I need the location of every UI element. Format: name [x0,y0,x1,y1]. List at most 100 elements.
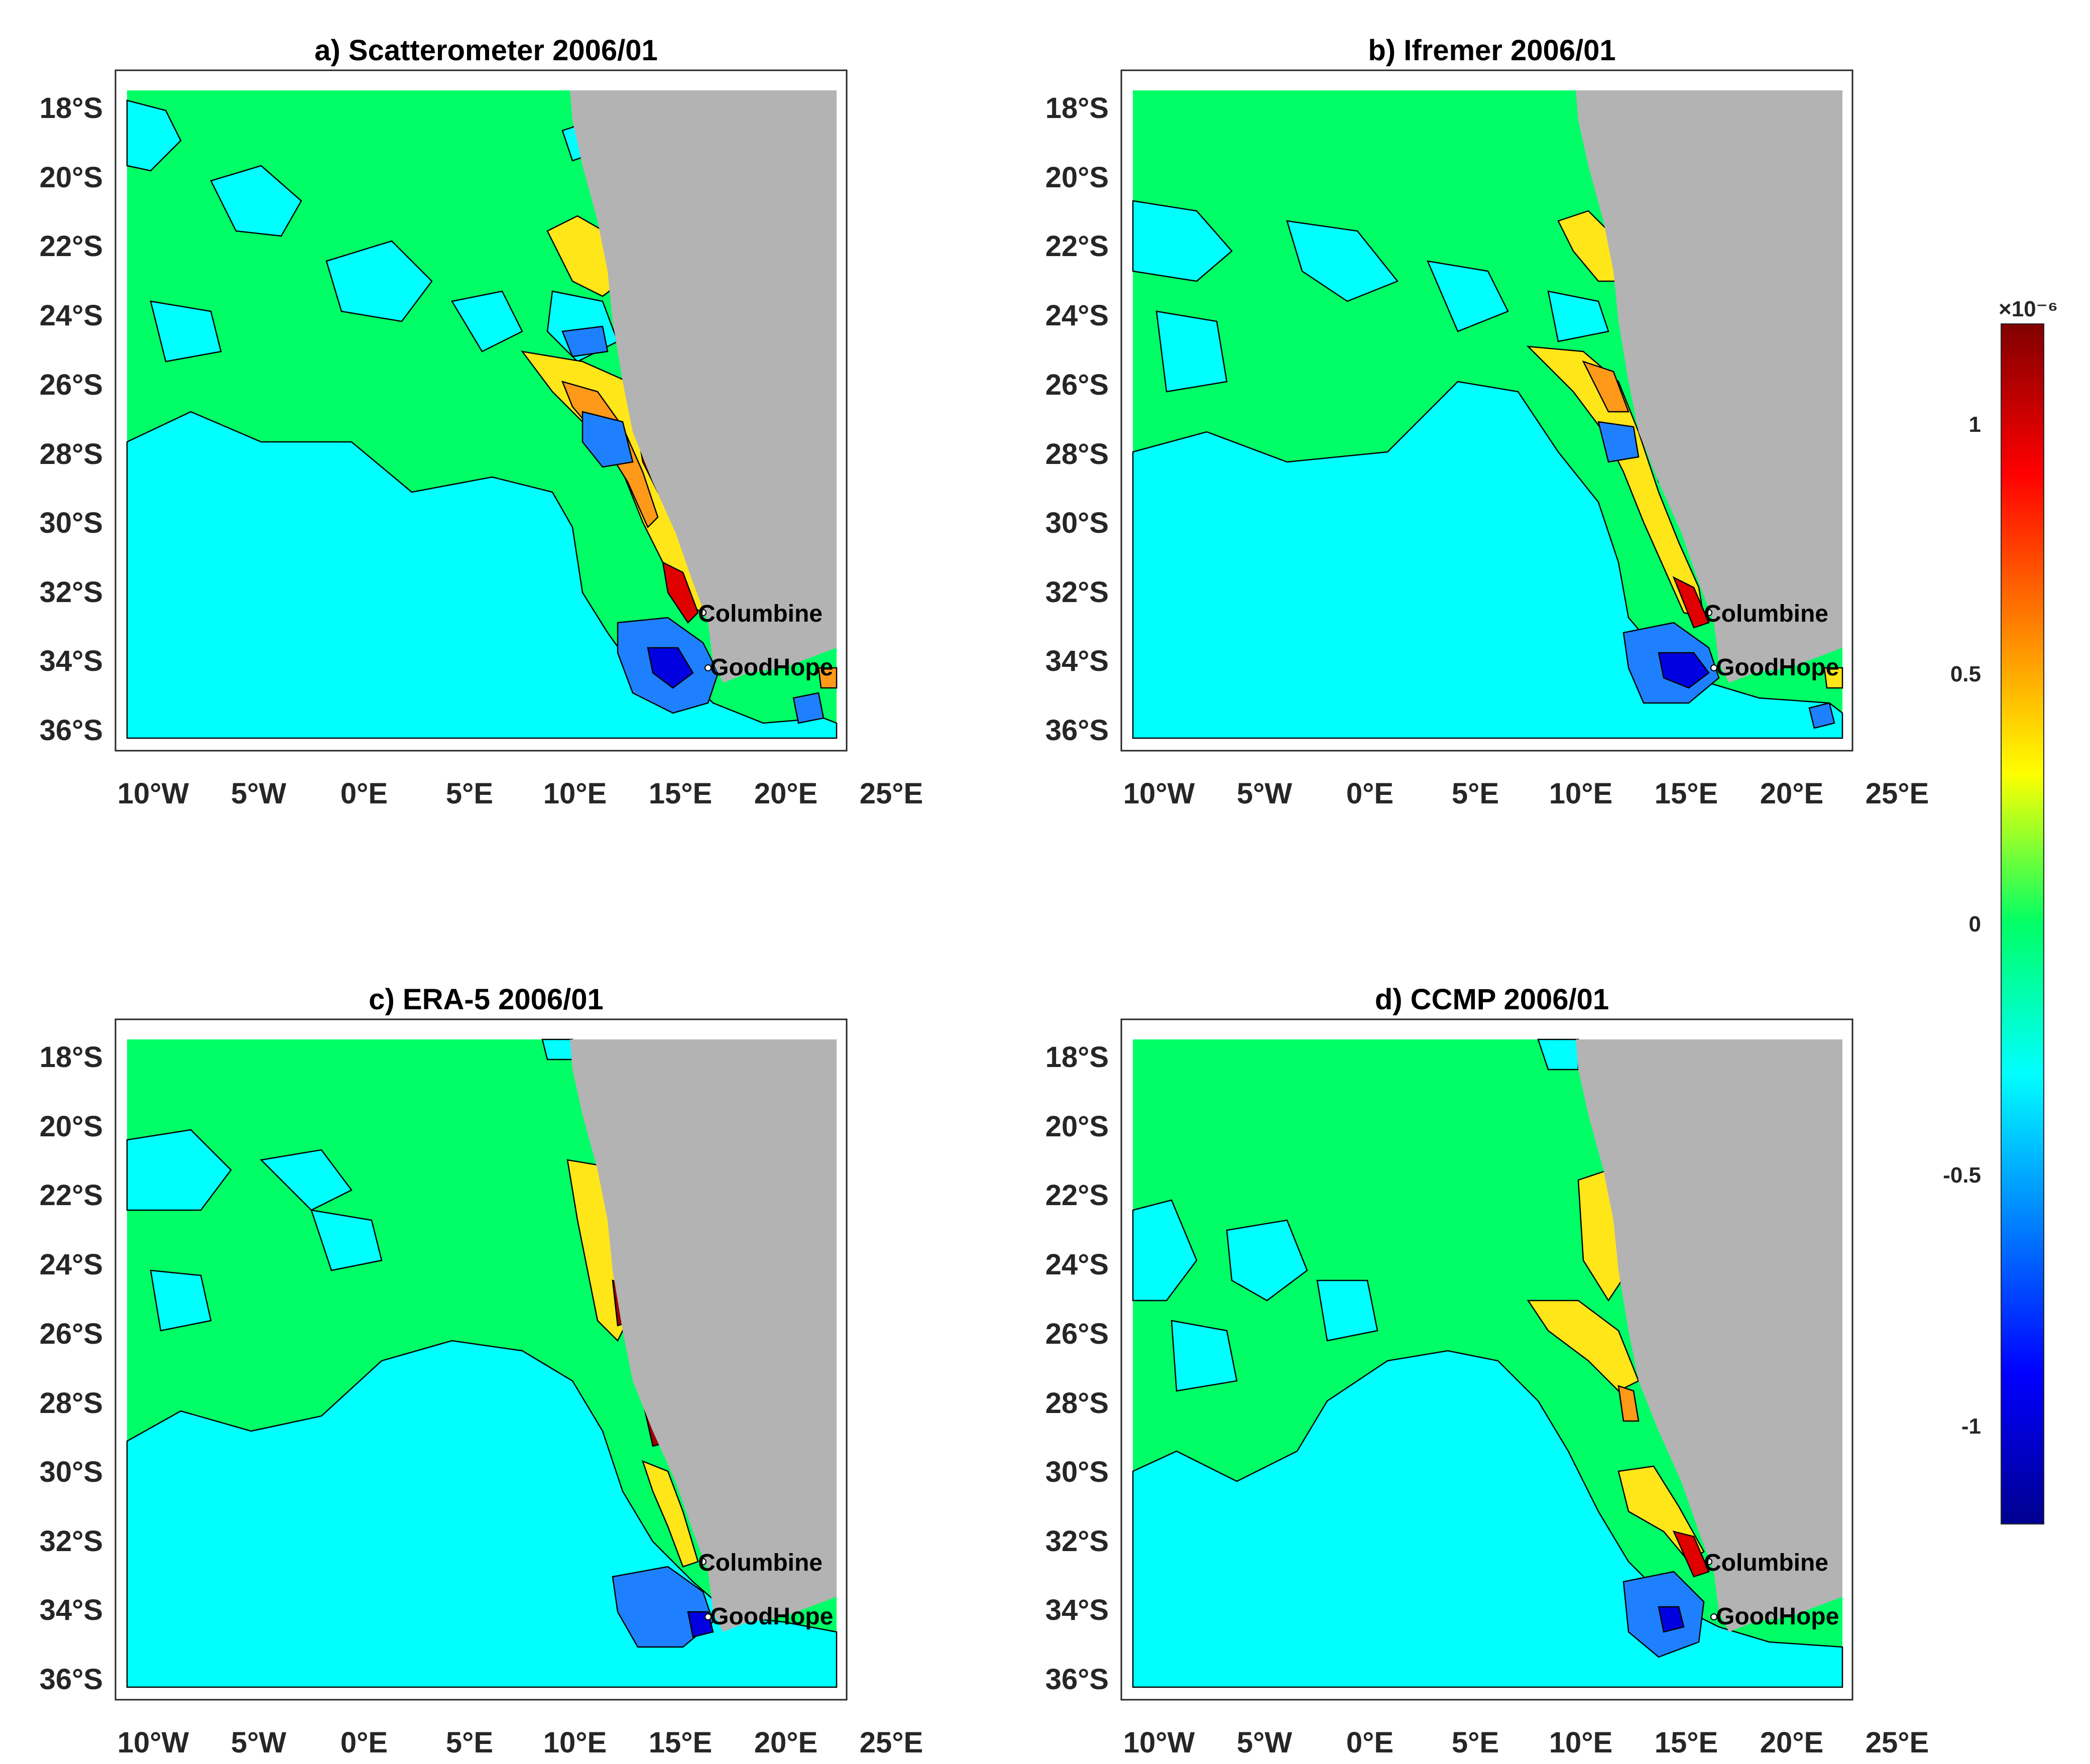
cyan-patch-a4 [451,290,523,352]
y-tick-18S: 18°S [40,1041,103,1074]
x-tick-15E: 15°E [649,1726,712,1759]
cb-tick-minus-1: -1 [1961,1414,1981,1439]
blue-coast-a1 [582,411,634,468]
y-tick-30S: 30°S [1046,507,1109,539]
y-tick-20S: 20°S [1046,1110,1109,1143]
cyan-patch-c3 [310,1209,383,1271]
y-tick-22S: 22°S [1046,230,1109,263]
cb-tick-0.5: 0.5 [1950,662,1981,686]
goodhope-marker-c [705,1613,712,1620]
panel-b-map: Columbine GoodHope [1120,69,1853,752]
africa-land-b [1576,90,1842,683]
panel-b-y-axis: 18°S 20°S 22°S 24°S 26°S 28°S 30°S 32°S … [1046,92,1109,747]
y-tick-30S: 30°S [40,1456,103,1488]
x-tick-10E: 10°E [543,777,607,810]
columbine-marker-a [700,609,707,616]
columbine-marker-c [700,1558,707,1565]
x-tick-10E: 10°E [1549,777,1612,810]
blue-patch-a2 [792,692,825,724]
y-tick-36S: 36°S [1046,1663,1109,1696]
y-tick-32S: 32°S [1046,1525,1109,1558]
panel-d-y-axis: 18°S 20°S 22°S 24°S 26°S 28°S 30°S 32°S … [1046,1041,1109,1696]
panel-a-title: a) Scatterometer 2006/01 [314,34,658,67]
x-tick-25E: 25°E [1866,777,1929,810]
panel-a-x-axis: 10°W 5°W 0°E 5°E 10°E 15°E 20°E 25°E [118,777,923,810]
x-tick-25E: 25°E [1866,1726,1929,1759]
y-tick-18S: 18°S [1046,1041,1109,1074]
blue-patch-a1 [561,325,609,358]
cyan-patch-d4 [1316,1279,1378,1342]
cyan-patch-d2 [1226,1219,1308,1302]
y-tick-32S: 32°S [40,1525,103,1558]
x-tick-5E: 5°E [446,777,493,810]
x-tick-0E: 0°E [340,1726,388,1759]
cyan-patch-a1 [126,99,182,172]
x-tick-10W: 10°W [1123,1726,1195,1759]
africa-land-c [570,1039,837,1632]
darkblue-agulhas-b [1658,652,1710,689]
cyan-patch-b4 [1155,310,1228,393]
goodhope-marker-a [705,664,712,671]
x-tick-10W: 10°W [118,1726,189,1759]
y-tick-24S: 24°S [40,1248,103,1281]
panel-a: a) Scatterometer 2006/01 [40,34,923,810]
label-goodhope-d: GoodHope [1716,1603,1839,1630]
label-columbine-b: Columbine [1704,601,1828,627]
label-columbine-d: Columbine [1704,1550,1828,1576]
colorbar-gradient [2001,323,2044,1524]
cyan-patch-c4 [150,1269,212,1332]
orange-coast-d [1617,1385,1640,1422]
y-tick-34S: 34°S [1046,1594,1109,1626]
darkblue-agulhas-a [647,647,694,689]
x-tick-25E: 25°E [860,777,923,810]
y-tick-28S: 28°S [1046,1387,1109,1420]
colorbar-ticks: 1 0.5 0 -0.5 -1 [1943,412,1981,1439]
yellow-coast-c2 [641,1460,699,1568]
y-tick-28S: 28°S [40,1387,103,1420]
panel-d: d) CCMP 2006/01 Columbine GoodHope 18°S [1046,983,1929,1759]
cyan-patch-c2 [260,1149,353,1211]
y-tick-20S: 20°S [40,161,103,194]
goodhope-marker-b [1710,664,1717,671]
cyan-region-b [1132,381,1843,739]
label-goodhope-a: GoodHope [710,654,833,681]
colorbar-exponent: ×10⁻⁶ [1999,297,2058,321]
cyan-patch-b1 [1132,200,1233,282]
darkblue-agulhas-d [1658,1606,1685,1633]
panel-d-map: Columbine GoodHope [1120,1018,1853,1701]
y-tick-28S: 28°S [1046,438,1109,471]
panel-b-x-axis: 10°W 5°W 0°E 5°E 10°E 15°E 20°E 25°E [1123,777,1929,810]
x-tick-0E: 0°E [1346,777,1394,810]
panel-d-title: d) CCMP 2006/01 [1375,983,1609,1016]
y-tick-18S: 18°S [40,92,103,125]
x-tick-20E: 20°E [754,777,818,810]
label-goodhope-c: GoodHope [710,1603,833,1630]
africa-land-a [570,90,837,683]
panel-a-y-axis: 18°S 20°S 22°S 24°S 26°S 28°S 30°S 32°S … [40,92,103,747]
y-tick-26S: 26°S [40,369,103,401]
blue-patch-b1 [1597,421,1640,463]
cyan-patch-a6 [150,300,222,363]
x-tick-20E: 20°E [1760,777,1823,810]
x-tick-15E: 15°E [1655,1726,1718,1759]
x-tick-15E: 15°E [649,777,712,810]
cb-tick-0: 0 [1969,912,1981,936]
cyan-patch-a3 [325,240,433,322]
panel-a-frame [114,69,848,752]
x-tick-25E: 25°E [860,1726,923,1759]
x-tick-5W: 5°W [231,777,286,810]
y-tick-22S: 22°S [40,1179,103,1212]
cyan-patch-a2 [210,165,302,237]
goodhope-marker-d [1710,1613,1717,1620]
panel-c-y-axis: 18°S 20°S 22°S 24°S 26°S 28°S 30°S 32°S … [40,1041,103,1696]
y-tick-32S: 32°S [1046,576,1109,609]
panel-c-map: Columbine GoodHope [114,1018,848,1701]
x-tick-5E: 5°E [1452,777,1499,810]
y-tick-36S: 36°S [40,1663,103,1696]
panel-c-title: c) ERA-5 2006/01 [369,983,603,1016]
x-tick-10W: 10°W [1123,777,1195,810]
label-columbine-c: Columbine [698,1550,823,1576]
x-tick-0E: 0°E [1346,1726,1394,1759]
y-tick-36S: 36°S [40,714,103,747]
